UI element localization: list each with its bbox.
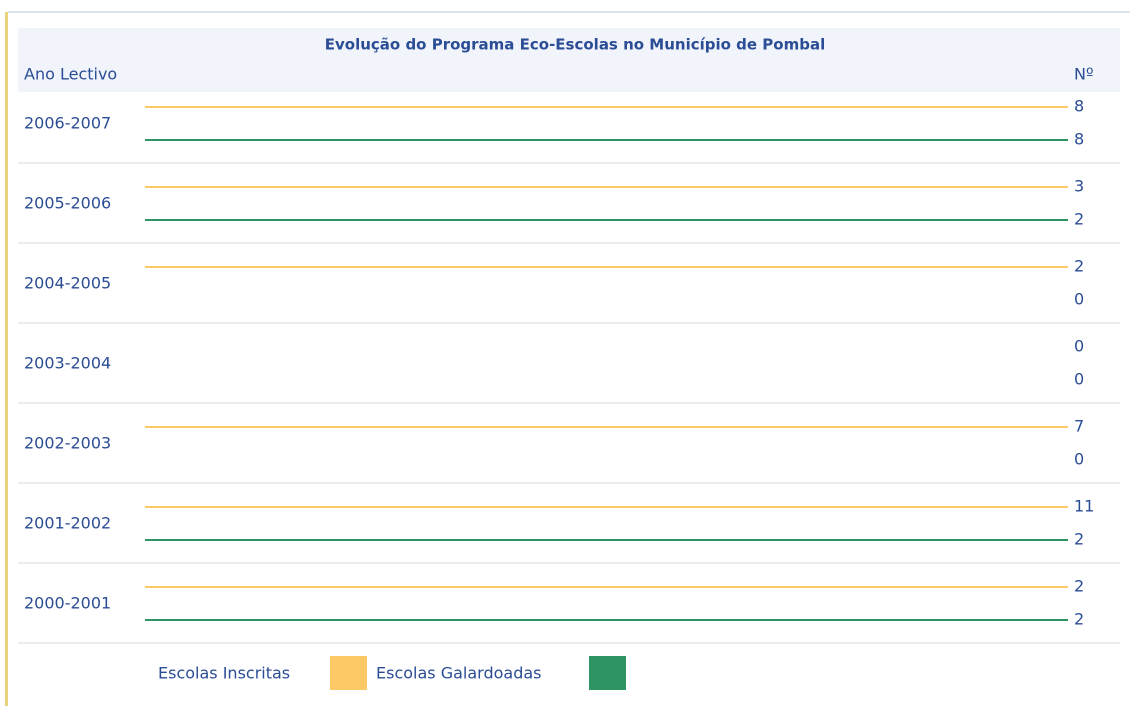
year-label: 2004-2005 bbox=[24, 274, 111, 293]
value-label: 0 bbox=[1074, 337, 1084, 356]
legend-label: Escolas Galardoadas bbox=[376, 664, 542, 683]
header-band bbox=[18, 28, 1120, 92]
value-label: 8 bbox=[1074, 97, 1084, 116]
year-label: 2001-2002 bbox=[24, 514, 111, 533]
value-label: 2 bbox=[1074, 257, 1084, 276]
legend-swatch bbox=[330, 656, 367, 690]
value-label: 2 bbox=[1074, 577, 1084, 596]
value-label: 11 bbox=[1074, 497, 1094, 516]
legend-label: Escolas Inscritas bbox=[158, 664, 290, 683]
value-label: 0 bbox=[1074, 370, 1084, 389]
year-label: 2006-2007 bbox=[24, 114, 111, 133]
value-label: 8 bbox=[1074, 130, 1084, 149]
value-label: 2 bbox=[1074, 610, 1084, 629]
year-label: 2003-2004 bbox=[24, 354, 111, 373]
value-label: 2 bbox=[1074, 530, 1084, 549]
value-label: 3 bbox=[1074, 177, 1084, 196]
value-label: 2 bbox=[1074, 210, 1084, 229]
title: Evolução do Programa Eco-Escolas no Muni… bbox=[325, 36, 825, 54]
year-label: 2002-2003 bbox=[24, 434, 111, 453]
year-label: 2005-2006 bbox=[24, 194, 111, 213]
count-header: Nº bbox=[1074, 65, 1094, 84]
year-header: Ano Lectivo bbox=[24, 65, 117, 84]
legend-swatch bbox=[589, 656, 626, 690]
value-label: 0 bbox=[1074, 450, 1084, 469]
left-border bbox=[5, 12, 8, 706]
year-label: 2000-2001 bbox=[24, 594, 111, 613]
value-label: 0 bbox=[1074, 290, 1084, 309]
value-label: 7 bbox=[1074, 417, 1084, 436]
